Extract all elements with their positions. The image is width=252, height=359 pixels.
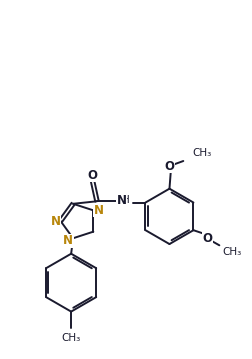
- Text: CH₃: CH₃: [61, 333, 80, 343]
- Text: N: N: [63, 234, 73, 247]
- Text: N: N: [93, 204, 103, 217]
- Text: O: O: [201, 232, 211, 245]
- Text: N: N: [116, 194, 126, 206]
- Text: N: N: [50, 215, 60, 228]
- Text: CH₃: CH₃: [222, 247, 241, 257]
- Text: O: O: [164, 159, 174, 173]
- Text: CH₃: CH₃: [191, 149, 210, 158]
- Text: O: O: [87, 169, 97, 182]
- Text: H: H: [121, 195, 129, 205]
